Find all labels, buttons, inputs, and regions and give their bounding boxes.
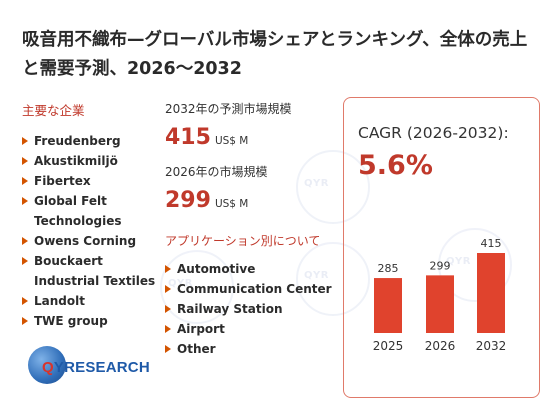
company-name: Owens Corning <box>34 234 137 248</box>
triangle-bullet-icon <box>165 345 171 353</box>
company-item: Bouckaert Industrial Textiles <box>22 251 162 291</box>
application-name: Automotive <box>177 262 256 276</box>
cagr-label: CAGR (2026-2032): <box>358 124 509 142</box>
applications-heading: アプリケーション別について <box>165 234 321 248</box>
page-title: 吸音用不織布—グローバル市場シェアとランキング、全体の売上と需要予測、2026～… <box>22 30 528 79</box>
company-name: Freudenberg <box>34 134 121 148</box>
application-name: Other <box>177 342 216 356</box>
triangle-bullet-icon <box>22 257 28 265</box>
triangle-bullet-icon <box>22 157 28 165</box>
x-tick-label-2026: 2026 <box>425 339 456 353</box>
data-label-2032: 415 <box>481 237 502 250</box>
bar-2032 <box>477 253 505 333</box>
data-label-2026: 299 <box>430 259 451 272</box>
triangle-bullet-icon <box>165 285 171 293</box>
triangle-bullet-icon <box>22 197 28 205</box>
qyresearch-logo: QYRESEARCH <box>24 346 150 390</box>
market-bar-chart: 285 2025 299 2026 415 2032 <box>373 237 507 353</box>
market-section: 2032年の予測市場規模 415 US$ M 2026年の市場規模 299 US$ … <box>165 100 340 359</box>
company-name: Fibertex <box>34 174 91 188</box>
data-label-2025: 285 <box>378 262 399 275</box>
triangle-bullet-icon <box>22 137 28 145</box>
market-size-2026-label: 2026年の市場規模 <box>165 165 268 179</box>
company-item: TWE group <box>22 311 162 331</box>
triangle-bullet-icon <box>22 317 28 325</box>
application-item: Railway Station <box>165 299 340 319</box>
application-name: Railway Station <box>177 302 283 316</box>
company-item: Landolt <box>22 291 162 311</box>
bar-2026 <box>426 275 454 333</box>
application-name: Communication Center <box>177 282 332 296</box>
company-item: Akustikmiljö <box>22 151 162 171</box>
triangle-bullet-icon <box>165 325 171 333</box>
market-size-2026-unit: US$ M <box>214 198 249 210</box>
x-tick-label-2025: 2025 <box>373 339 404 353</box>
company-item: Fibertex <box>22 171 162 191</box>
market-size-2032: 415 US$ M <box>165 125 340 155</box>
market-size-2032-value: 415 <box>165 125 211 150</box>
company-name: Landolt <box>34 294 85 308</box>
application-item: Airport <box>165 319 340 339</box>
bar-2025 <box>374 278 402 333</box>
company-name: Bouckaert Industrial Textiles <box>34 254 156 288</box>
companies-list: Freudenberg Akustikmiljö Fibertex Global… <box>22 131 162 331</box>
triangle-bullet-icon <box>165 265 171 273</box>
watermark-logo: QYR <box>160 250 234 324</box>
market-size-2032-label: 2032年の予測市場規模 <box>165 102 292 116</box>
x-tick-label-2032: 2032 <box>476 339 507 353</box>
triangle-bullet-icon <box>22 297 28 305</box>
triangle-bullet-icon <box>22 237 28 245</box>
triangle-bullet-icon <box>165 305 171 313</box>
company-item: Owens Corning <box>22 231 162 251</box>
globe-icon <box>28 346 66 384</box>
applications-list: Automotive Communication Center Railway … <box>165 259 340 359</box>
company-item: Freudenberg <box>22 131 162 151</box>
logo-rest: YRESEARCH <box>53 359 150 376</box>
cagr-value: 5.6% <box>358 150 433 181</box>
companies-section: 主要な企業 Freudenberg Akustikmiljö Fibertex … <box>22 100 162 331</box>
logo-q: Q <box>42 359 54 376</box>
company-name: TWE group <box>34 314 108 328</box>
application-item: Other <box>165 339 340 359</box>
watermark-logo: QYR <box>296 150 370 224</box>
company-name: Akustikmiljö <box>34 154 118 168</box>
application-item: Communication Center <box>165 279 340 299</box>
company-name: Global Felt Technologies <box>34 194 122 228</box>
application-item: Automotive <box>165 259 340 279</box>
watermark-logo: QYR <box>438 228 512 302</box>
market-size-2032-unit: US$ M <box>214 135 249 147</box>
triangle-bullet-icon <box>22 177 28 185</box>
application-name: Airport <box>177 322 225 336</box>
logo-wordmark: QYRESEARCH <box>42 359 150 376</box>
market-size-2026-value: 299 <box>165 188 211 213</box>
cagr-panel: CAGR (2026-2032): 5.6% 285 2025 299 2026 415… <box>343 97 540 398</box>
company-item: Global Felt Technologies <box>22 191 162 231</box>
companies-heading: 主要な企業 <box>22 103 85 118</box>
market-size-2026: 299 US$ M <box>165 188 340 218</box>
watermark-logo: QYR <box>296 242 370 316</box>
